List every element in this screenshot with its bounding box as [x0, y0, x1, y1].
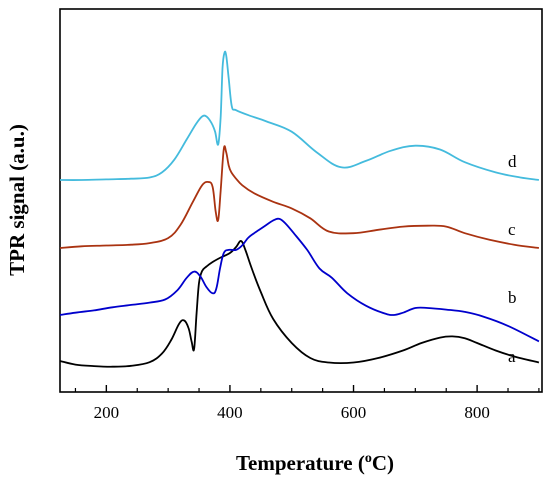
x-tick-label: 400 — [217, 403, 243, 422]
x-tick-label: 800 — [464, 403, 490, 422]
series-label-b: b — [508, 288, 517, 307]
x-tick-label: 600 — [341, 403, 367, 422]
x-tick-label: 200 — [94, 403, 120, 422]
x-tick-labels: 200 400 600 800 — [94, 403, 490, 422]
x-axis-title: Temperature (oC) — [236, 451, 394, 475]
x-ticks — [74, 385, 540, 392]
series-lines — [59, 50, 540, 368]
series-label-d: d — [508, 152, 517, 171]
plot-frame — [59, 8, 543, 393]
series-line-d — [59, 50, 540, 181]
series-labels: a b c d — [508, 152, 517, 366]
series-line-b — [59, 217, 540, 343]
series-line-c — [59, 145, 540, 249]
series-label-a: a — [508, 347, 516, 366]
y-axis-title: TPR signal (a.u.) — [5, 124, 29, 276]
series-line-a — [59, 240, 540, 368]
series-label-c: c — [508, 220, 516, 239]
